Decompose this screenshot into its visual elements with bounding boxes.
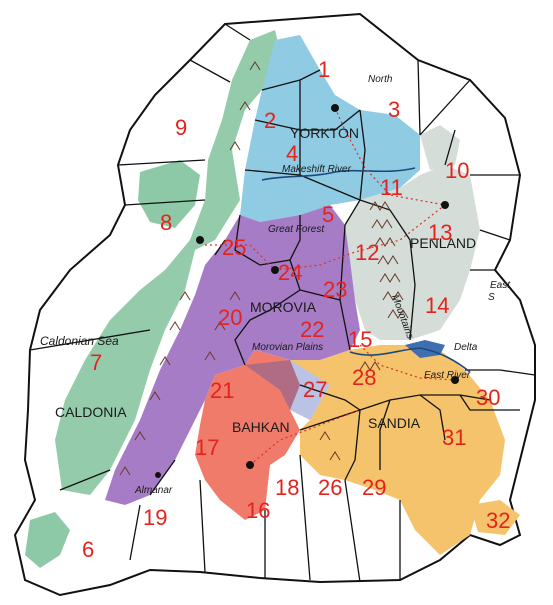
label-makeshift-river: Makeshift River xyxy=(282,164,352,175)
territory-11: 11 xyxy=(380,175,403,200)
region-caldonia-islands-south xyxy=(25,512,70,568)
region-penland-east xyxy=(420,125,460,170)
region-bahkan xyxy=(195,350,300,520)
territory-5: 5 xyxy=(322,202,334,227)
territory-25: 25 xyxy=(222,235,246,260)
territory-borders xyxy=(29,23,536,583)
territory-20: 20 xyxy=(218,305,242,330)
label-great-forest: Great Forest xyxy=(268,224,325,235)
label-delta: Delta xyxy=(454,342,478,353)
territory-28: 28 xyxy=(352,365,376,390)
territory-8: 8 xyxy=(160,210,172,235)
label-east: East xyxy=(490,280,511,291)
label-bahkan: BAHKAN xyxy=(232,419,290,435)
territory-3: 3 xyxy=(388,97,400,122)
label-almanar: Almanar xyxy=(134,485,173,496)
region-sandia xyxy=(290,345,505,555)
territory-numbers: 1 2 3 4 5 6 7 8 9 10 11 12 13 14 15 16 1… xyxy=(82,57,510,562)
region-sandia-island xyxy=(470,500,520,535)
region-caldonia-islands-west xyxy=(138,160,200,228)
territory-16: 16 xyxy=(246,498,270,523)
territory-13: 13 xyxy=(428,220,452,245)
territory-9: 9 xyxy=(175,115,187,140)
region-yorkton xyxy=(240,35,420,222)
label-east-s: S xyxy=(488,292,495,303)
territory-19: 19 xyxy=(143,505,167,530)
label-penland: PENLAND xyxy=(410,235,476,251)
makeshift-river-line xyxy=(261,167,416,181)
territory-10: 10 xyxy=(445,158,469,183)
territory-23: 23 xyxy=(323,277,347,302)
label-caldonia: CALDONIA xyxy=(55,404,127,420)
territory-32: 32 xyxy=(486,508,510,533)
territory-7: 7 xyxy=(90,350,102,375)
continent-outline xyxy=(13,12,536,597)
label-morovia: MOROVIA xyxy=(250,299,317,315)
territory-26: 26 xyxy=(318,475,342,500)
east-river-line xyxy=(349,347,471,373)
label-east-river: East River xyxy=(424,370,471,381)
territory-22: 22 xyxy=(300,317,324,342)
label-caldonian-sea: Caldonian Sea xyxy=(40,334,119,348)
mountain-ranges xyxy=(119,61,409,476)
territory-14: 14 xyxy=(425,293,449,318)
territory-2: 2 xyxy=(264,108,276,133)
label-morovian-plains: Morovian Plains xyxy=(252,342,323,353)
city-markers xyxy=(155,104,459,478)
label-sandia: SANDIA xyxy=(368,415,421,431)
territory-24: 24 xyxy=(278,260,302,285)
territory-15: 15 xyxy=(348,327,372,352)
territory-6: 6 xyxy=(82,537,94,562)
region-morovian-plains xyxy=(245,360,330,420)
territory-31: 31 xyxy=(442,425,466,450)
territory-29: 29 xyxy=(362,475,386,500)
territory-18: 18 xyxy=(275,475,299,500)
territory-4: 4 xyxy=(286,141,298,166)
territory-21: 21 xyxy=(210,378,234,403)
territory-17: 17 xyxy=(195,435,219,460)
region-caldonia xyxy=(55,30,285,495)
label-north: North xyxy=(368,74,393,85)
territory-27: 27 xyxy=(303,377,327,402)
territory-1: 1 xyxy=(318,57,330,82)
territory-30: 30 xyxy=(476,385,500,410)
territory-12: 12 xyxy=(355,240,379,265)
label-yorkton: YORKTON xyxy=(290,125,359,141)
